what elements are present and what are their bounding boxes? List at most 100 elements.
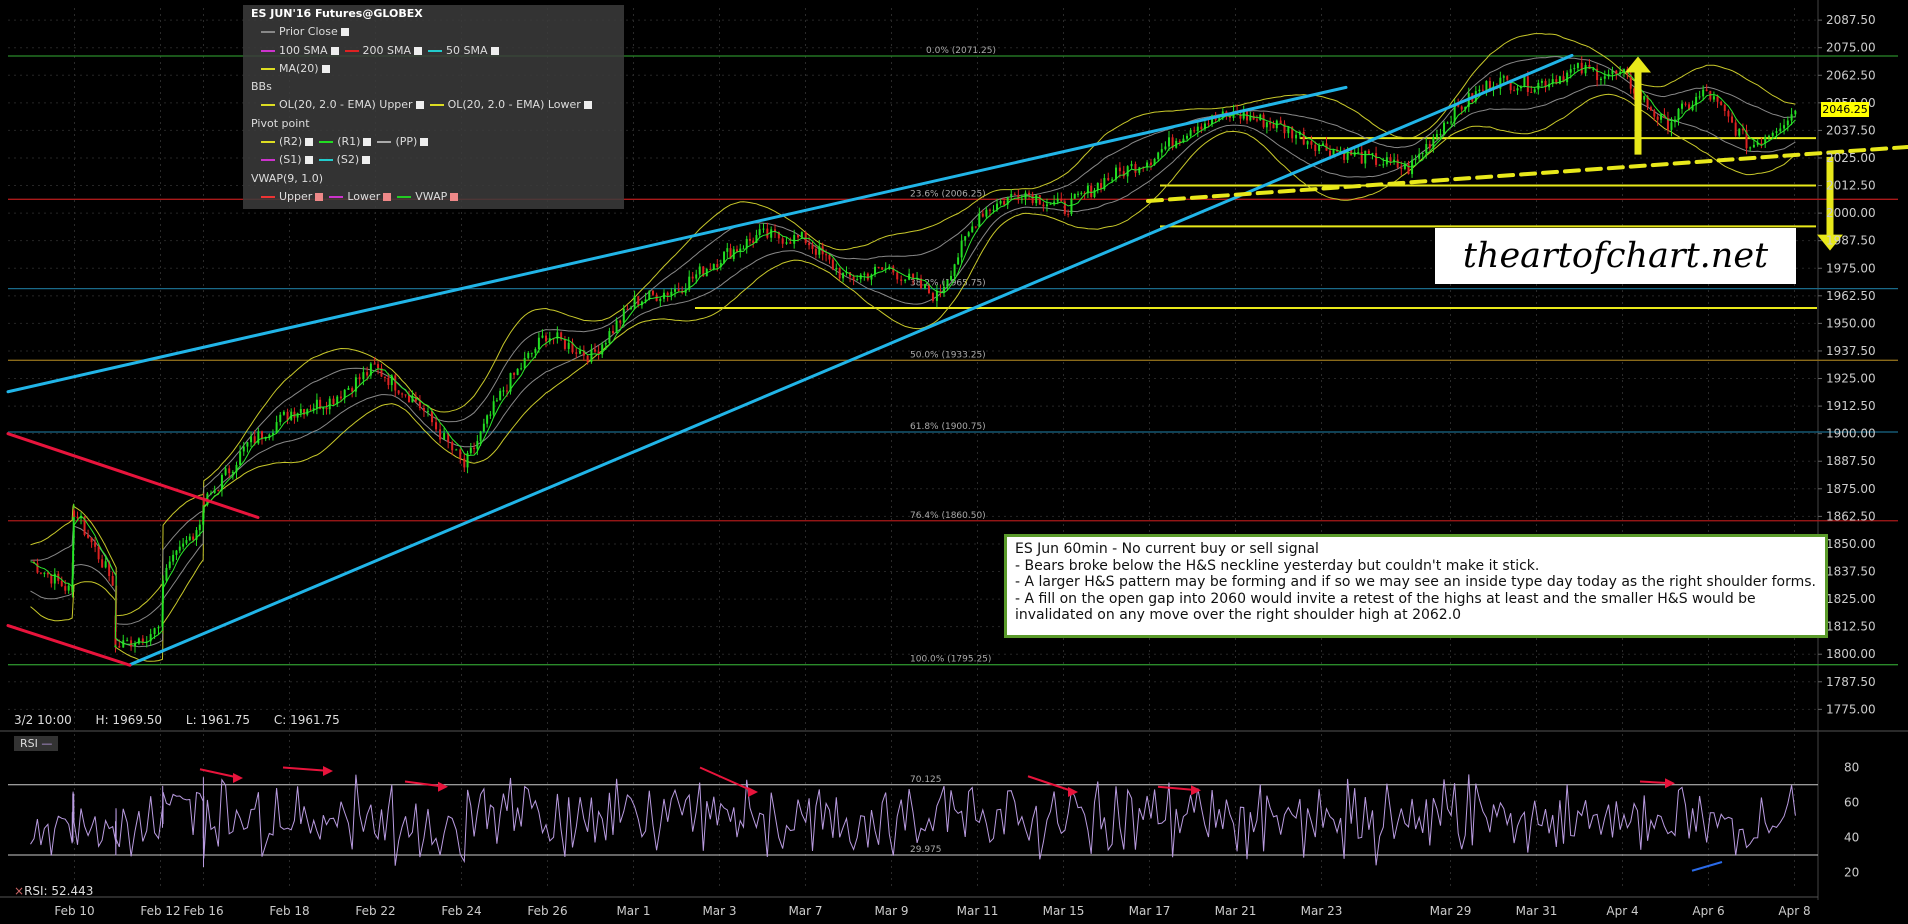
candle-body — [443, 433, 445, 440]
candle-body — [250, 436, 252, 442]
time-label-9: Mar 7 — [788, 904, 822, 918]
price-label-13: 1925.00 — [1826, 372, 1876, 386]
candle-body — [1329, 151, 1331, 156]
candle-body — [486, 415, 488, 423]
legend-bb-bands[interactable]: OL(20, 2.0 - EMA) Upper OL(20, 2.0 - EMA)… — [243, 96, 624, 114]
time-label-1: Feb 12 — [140, 904, 180, 918]
candle-body — [1119, 168, 1121, 172]
candle-body — [1577, 63, 1579, 68]
rsi-axis-label-3: 20 — [1844, 866, 1859, 880]
candle-body — [43, 573, 45, 574]
rsi-divergence-head-0 — [233, 773, 243, 783]
candle-body — [435, 422, 437, 429]
candle-body — [154, 628, 156, 634]
candle-body — [1615, 71, 1617, 74]
candle-body — [91, 538, 93, 542]
candle-body — [608, 331, 610, 343]
legend-vwap-title[interactable]: VWAP(9, 1.0) — [243, 170, 624, 188]
legend-ma20[interactable]: MA(20) — [243, 60, 624, 78]
candle-body — [1791, 114, 1793, 120]
ohlc-high: H: 1969.50 — [96, 713, 163, 727]
candle-body — [1425, 144, 1427, 153]
candle-body — [1193, 130, 1195, 131]
candle-body — [1408, 164, 1410, 175]
candle-body — [1010, 194, 1012, 197]
time-label-3: Feb 18 — [269, 904, 309, 918]
candle-body — [1310, 141, 1312, 145]
candle-body — [982, 214, 984, 217]
candle-body — [1157, 153, 1159, 159]
candle-body — [1266, 122, 1268, 127]
candle-body — [954, 264, 956, 276]
rsi-divergence-4 — [1028, 776, 1075, 792]
candle-body — [175, 551, 177, 555]
candle-body — [1161, 149, 1163, 152]
candle-body — [1070, 199, 1072, 214]
candle-body — [394, 375, 396, 390]
candle-body — [759, 229, 761, 235]
candle-body — [1067, 214, 1069, 215]
candle-body — [276, 422, 278, 433]
candle-body — [736, 249, 738, 251]
rsi-divergence-head-5 — [1191, 785, 1201, 795]
legend-bbs[interactable]: BBs — [243, 78, 624, 96]
candle-body — [1418, 154, 1420, 159]
time-label-20: Apr 8 — [1778, 904, 1810, 918]
candle-body — [513, 373, 515, 375]
candle-body — [1150, 163, 1152, 165]
legend-prior-close[interactable]: Prior Close — [243, 23, 624, 41]
rsi-pane-label[interactable]: RSI — — [14, 736, 58, 751]
candle-body — [326, 408, 328, 410]
candle-body — [1307, 141, 1309, 144]
candle-body — [246, 442, 248, 446]
candle-body — [1443, 123, 1445, 134]
candle-body — [678, 289, 680, 291]
candle-body — [1731, 116, 1733, 122]
candle-body — [1478, 90, 1480, 91]
candle-body — [978, 214, 980, 227]
candle-body — [538, 338, 540, 349]
fib-label-4: 61.8% (1900.75) — [910, 422, 986, 432]
candle-body — [470, 448, 472, 453]
candle-body — [1753, 145, 1755, 148]
legend-pivot-r[interactable]: (R2) (R1) (PP) — [243, 133, 624, 151]
candle-body — [1080, 193, 1082, 194]
time-label-6: Feb 26 — [527, 904, 567, 918]
legend-title[interactable]: ES JUN'16 Futures@GLOBEX — [243, 5, 624, 23]
candle-body — [932, 293, 934, 301]
legend-vwap[interactable]: Upper Lower VWAP — [243, 188, 624, 206]
candle-body — [1200, 127, 1202, 130]
rsi-level-label-1: 29.975 — [910, 845, 942, 855]
candle-body — [1783, 125, 1785, 128]
candle-body — [1439, 134, 1441, 135]
candle-body — [1776, 131, 1778, 133]
note-line-2: - A larger H&S pattern may be forming an… — [1015, 574, 1817, 591]
legend-sma[interactable]: 100 SMA 200 SMA 50 SMA — [243, 42, 624, 60]
candle-body — [1779, 128, 1781, 131]
candle-body — [713, 264, 715, 269]
candle-body — [265, 438, 267, 439]
red-trendline-upper — [8, 434, 258, 518]
candle-body — [985, 210, 987, 217]
candle-body — [527, 353, 529, 358]
candle-body — [853, 277, 855, 280]
candle-body — [329, 399, 331, 410]
fib-label-6: 100.0% (1795.25) — [910, 655, 991, 665]
candle-body — [1280, 121, 1282, 124]
candle-body — [878, 267, 880, 268]
candle-body — [1111, 179, 1113, 180]
candle-body — [61, 581, 63, 586]
candle-body — [1447, 122, 1449, 123]
candle-body — [309, 409, 311, 410]
candle-body — [489, 415, 491, 416]
candle-body — [782, 238, 784, 243]
candle-body — [40, 573, 42, 574]
candle-body — [839, 268, 841, 278]
candle-body — [534, 349, 536, 353]
candle-body — [1042, 205, 1044, 207]
time-label-5: Feb 24 — [441, 904, 481, 918]
legend-pivot-s[interactable]: (S1) (S2) — [243, 151, 624, 169]
candle-body — [158, 627, 160, 628]
price-label-16: 1887.50 — [1826, 454, 1876, 468]
legend-pivot[interactable]: Pivot point — [243, 115, 624, 133]
